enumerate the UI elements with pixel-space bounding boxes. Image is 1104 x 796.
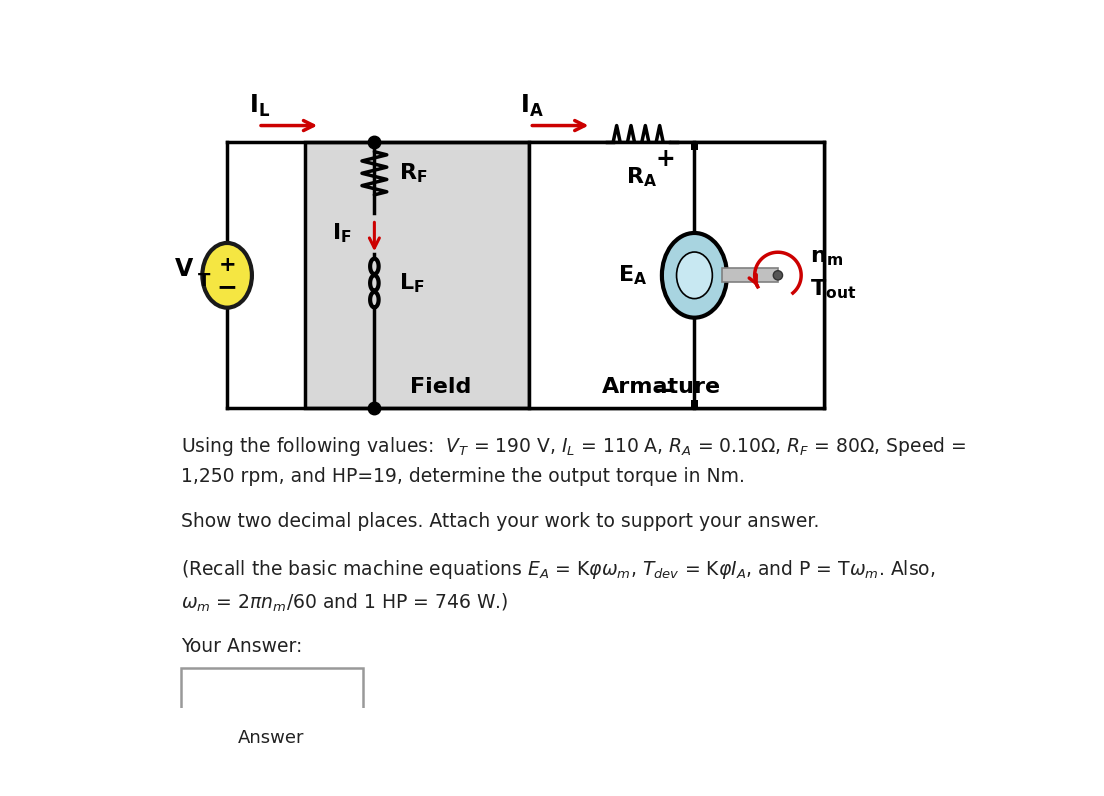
Text: (Recall the basic machine equations $E_A$ = K$\varphi\omega_m$, $T_{dev}$ = K$\v: (Recall the basic machine equations $E_A…	[181, 558, 935, 581]
Bar	[722, 268, 778, 283]
Text: $\mathbf{I_F}$: $\mathbf{I_F}$	[332, 221, 352, 244]
Bar	[691, 400, 699, 408]
Text: Armature: Armature	[602, 377, 721, 396]
Text: $\mathbf{n_m}$: $\mathbf{n_m}$	[810, 248, 843, 268]
Text: Field: Field	[410, 377, 471, 396]
Text: $\mathbf{T}$: $\mathbf{T}$	[197, 272, 211, 291]
Ellipse shape	[202, 243, 252, 308]
Text: 1,250 rpm, and HP=19, determine the output torque in Nm.: 1,250 rpm, and HP=19, determine the outp…	[181, 467, 744, 486]
Bar	[305, 142, 530, 408]
Text: +: +	[656, 147, 676, 171]
Text: $\mathbf{R_F}$: $\mathbf{R_F}$	[400, 162, 427, 185]
Text: Using the following values:  $V_T$ = 190 V, $I_L$ = 110 A, $R_A$ = 0.10$\Omega$,: Using the following values: $V_T$ = 190 …	[181, 435, 966, 458]
Text: +: +	[219, 255, 236, 275]
Bar	[691, 142, 699, 150]
Text: −: −	[216, 275, 237, 298]
Circle shape	[773, 271, 783, 280]
Text: $\mathbf{I_L}$: $\mathbf{I_L}$	[248, 93, 269, 119]
Text: $\mathbf{L_F}$: $\mathbf{L_F}$	[400, 271, 425, 295]
Text: $\mathbf{T_{out}}$: $\mathbf{T_{out}}$	[810, 277, 857, 301]
Ellipse shape	[677, 252, 712, 298]
Text: $\mathbf{V}$: $\mathbf{V}$	[174, 257, 194, 281]
Text: Your Answer:: Your Answer:	[181, 637, 302, 656]
Bar	[530, 142, 824, 408]
Text: $\mathbf{I_A}$: $\mathbf{I_A}$	[520, 93, 544, 119]
Text: −: −	[655, 377, 678, 405]
Text: Answer: Answer	[238, 729, 305, 747]
FancyBboxPatch shape	[181, 669, 363, 716]
Text: $\mathbf{E_A}$: $\mathbf{E_A}$	[618, 263, 647, 287]
Ellipse shape	[662, 233, 728, 318]
Text: Show two decimal places. Attach your work to support your answer.: Show two decimal places. Attach your wor…	[181, 512, 819, 531]
Text: $\mathbf{R_A}$: $\mathbf{R_A}$	[626, 166, 657, 189]
Text: $\omega_m$ = 2$\pi$$n_m$/60 and 1 HP = 746 W.): $\omega_m$ = 2$\pi$$n_m$/60 and 1 HP = 7…	[181, 591, 508, 614]
